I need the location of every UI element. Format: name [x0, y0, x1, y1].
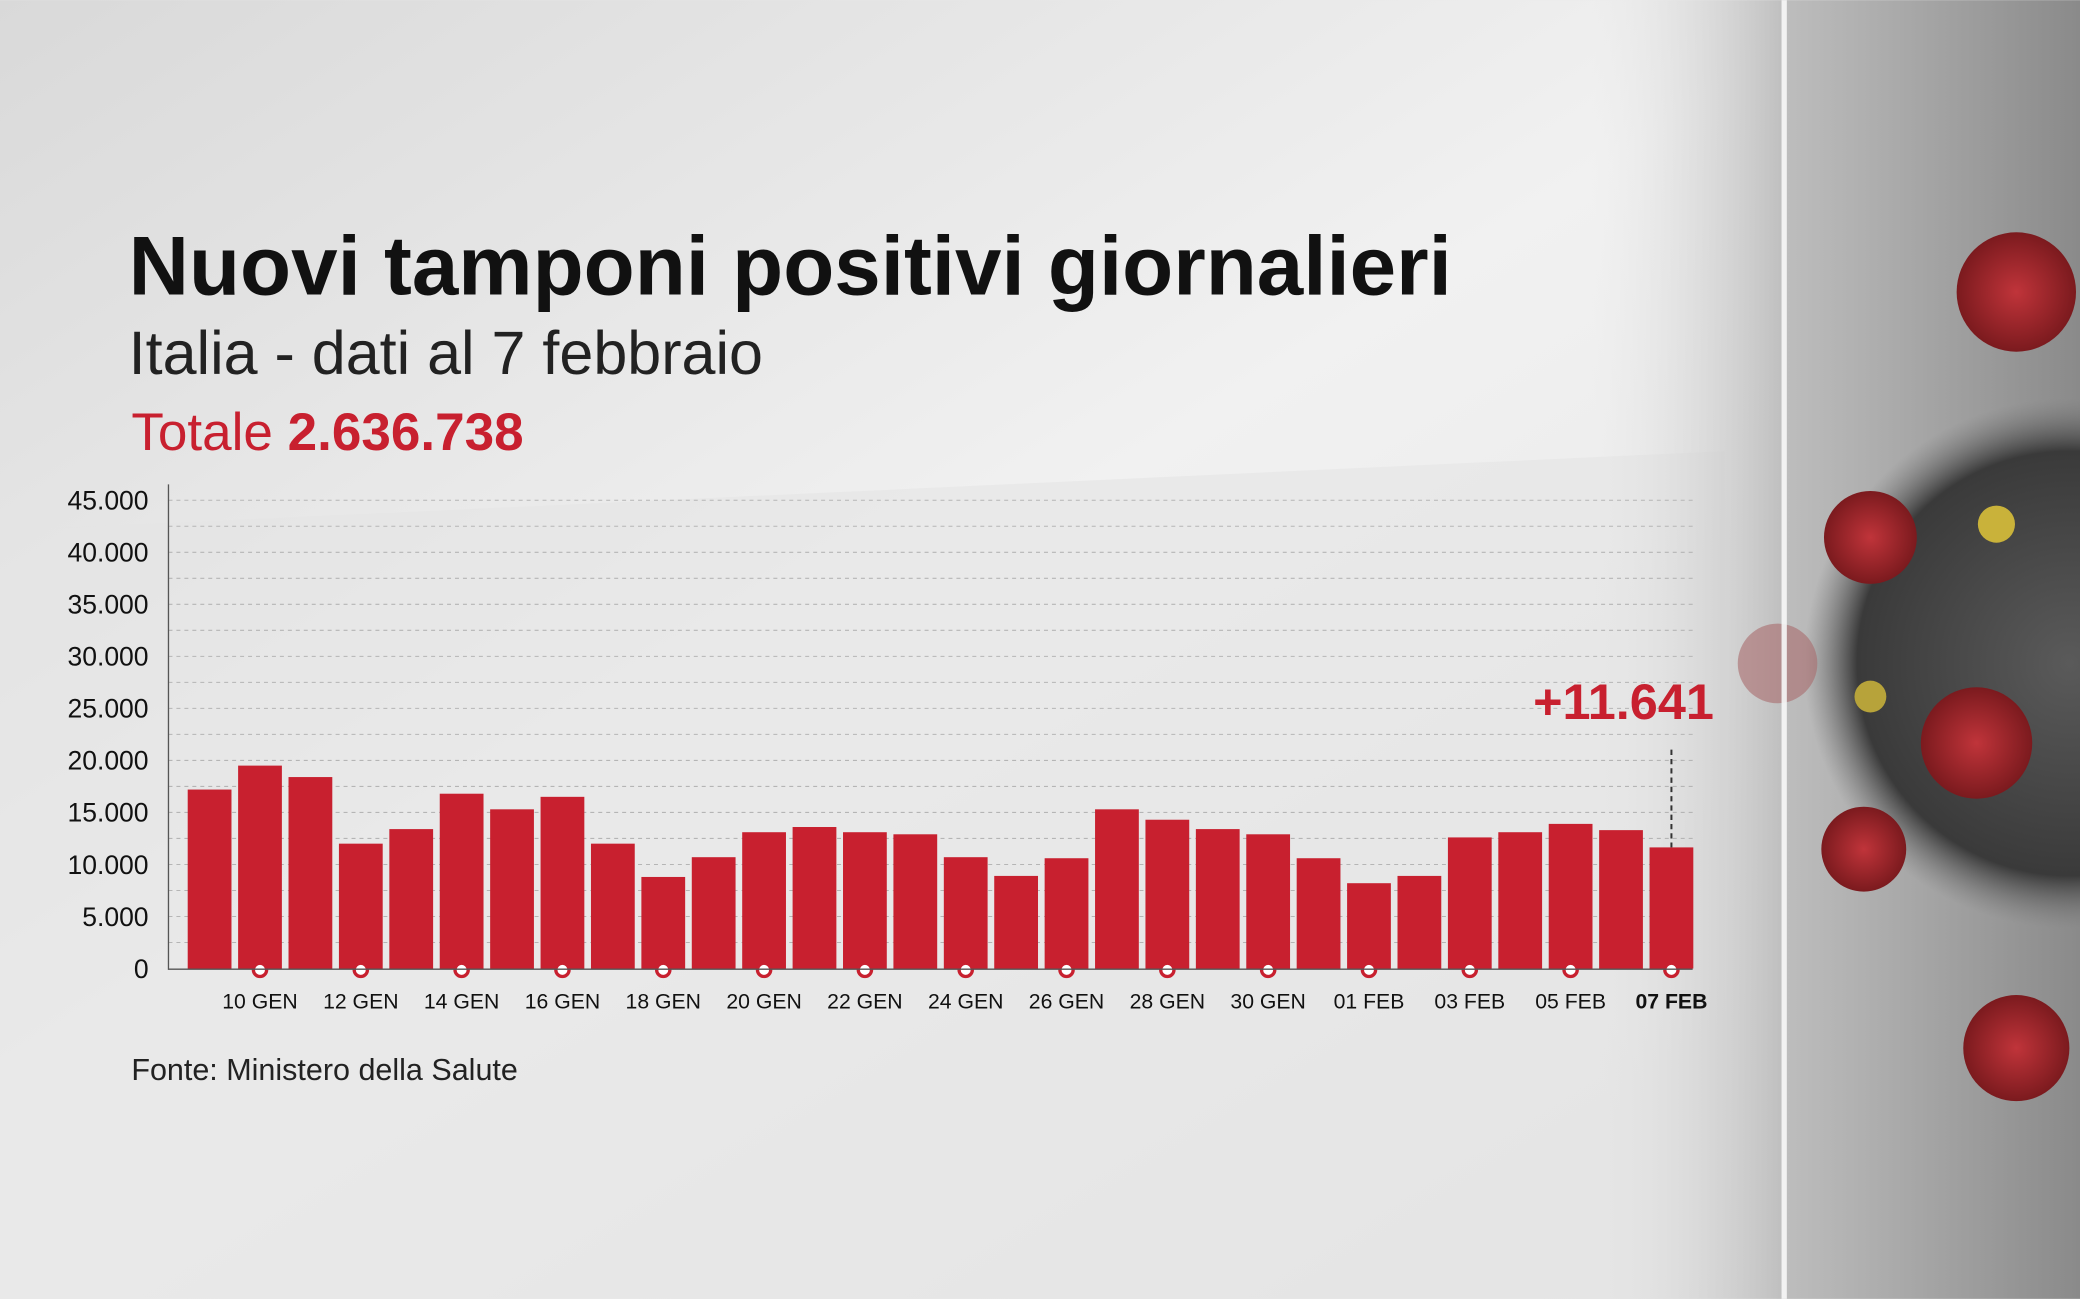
y-tick-label: 5.000	[82, 902, 148, 932]
bar-16-gen	[540, 796, 585, 969]
y-tick-label: 15.000	[67, 798, 148, 828]
bar-02-feb	[1397, 875, 1442, 969]
bar-03-feb	[1447, 837, 1492, 969]
bar-25-gen	[994, 875, 1039, 969]
chart-subtitle: Italia - dati al 7 febbraio	[129, 319, 763, 387]
total: Totale 2.636.738	[131, 403, 523, 462]
bar-22-gen	[843, 832, 887, 969]
bar-14-gen	[439, 793, 484, 969]
x-tick-label: 28 GEN	[1130, 990, 1205, 1013]
bar-17-gen	[590, 843, 635, 969]
x-tick-label: 26 GEN	[1029, 990, 1104, 1013]
bar-23-gen	[893, 834, 938, 969]
last-value-annotation: +11.641	[1533, 673, 1714, 730]
bar-30-gen	[1246, 834, 1291, 969]
bars	[187, 765, 1694, 969]
x-tick-label: 22 GEN	[827, 990, 902, 1013]
bar-01-feb	[1347, 883, 1391, 969]
bar-28-gen	[1145, 819, 1190, 969]
bar-27-gen	[1095, 809, 1139, 969]
y-tick-label: 30.000	[67, 642, 148, 672]
x-tick-label: 20 GEN	[726, 990, 801, 1013]
bar-04-feb	[1498, 832, 1543, 969]
y-tick-label: 10.000	[67, 850, 148, 880]
x-tick-label: 18 GEN	[626, 990, 701, 1013]
bar-24-gen	[943, 857, 988, 969]
bar-07-feb	[1649, 847, 1694, 969]
bar-26-gen	[1044, 858, 1089, 969]
x-tick-label: 07 FEB	[1635, 990, 1707, 1013]
y-tick-label: 0	[134, 954, 149, 984]
bar-29-gen	[1195, 829, 1240, 969]
divider-line	[1781, 0, 1787, 1299]
y-tick-label: 45.000	[67, 486, 148, 516]
bar-31-gen	[1296, 858, 1341, 969]
bar-06-feb	[1599, 830, 1643, 969]
x-tick-label: 24 GEN	[928, 990, 1003, 1013]
bar-10-gen	[238, 765, 282, 969]
x-tick-label: 03 FEB	[1434, 990, 1505, 1013]
x-tick-label: 12 GEN	[323, 990, 398, 1013]
bar-21-gen	[792, 827, 837, 969]
bar-09-gen	[187, 789, 232, 969]
bar-11-gen	[288, 777, 333, 969]
total-value: 2.636.738	[288, 403, 524, 462]
bar-05-feb	[1548, 823, 1593, 969]
y-tick-label: 20.000	[67, 746, 148, 776]
total-label: Totale	[131, 403, 273, 462]
bar-18-gen	[641, 876, 686, 969]
y-axis: 0 5.000 10.000 15.000 20.000 25.000 30.000 35.0…	[67, 486, 148, 984]
source: Fonte: Ministero della Salute	[131, 1053, 518, 1087]
bar-15-gen	[490, 809, 534, 969]
y-tick-label: 25.000	[67, 694, 148, 724]
bar-20-gen	[742, 832, 786, 969]
y-tick-label: 40.000	[67, 538, 148, 568]
x-tick-label: 01 FEB	[1334, 990, 1405, 1013]
y-tick-label: 35.000	[67, 590, 148, 620]
x-tick-label: 05 FEB	[1535, 990, 1606, 1013]
x-tick-label: 14 GEN	[424, 990, 499, 1013]
chart-title: Nuovi tamponi positivi giornalieri	[129, 219, 1452, 313]
x-tick-label: 10 GEN	[222, 990, 297, 1013]
bar-13-gen	[389, 829, 434, 969]
x-tick-label: 16 GEN	[525, 990, 600, 1013]
x-tick-label: 30 GEN	[1230, 990, 1305, 1013]
bar-19-gen	[691, 857, 736, 969]
bar-12-gen	[338, 843, 383, 969]
